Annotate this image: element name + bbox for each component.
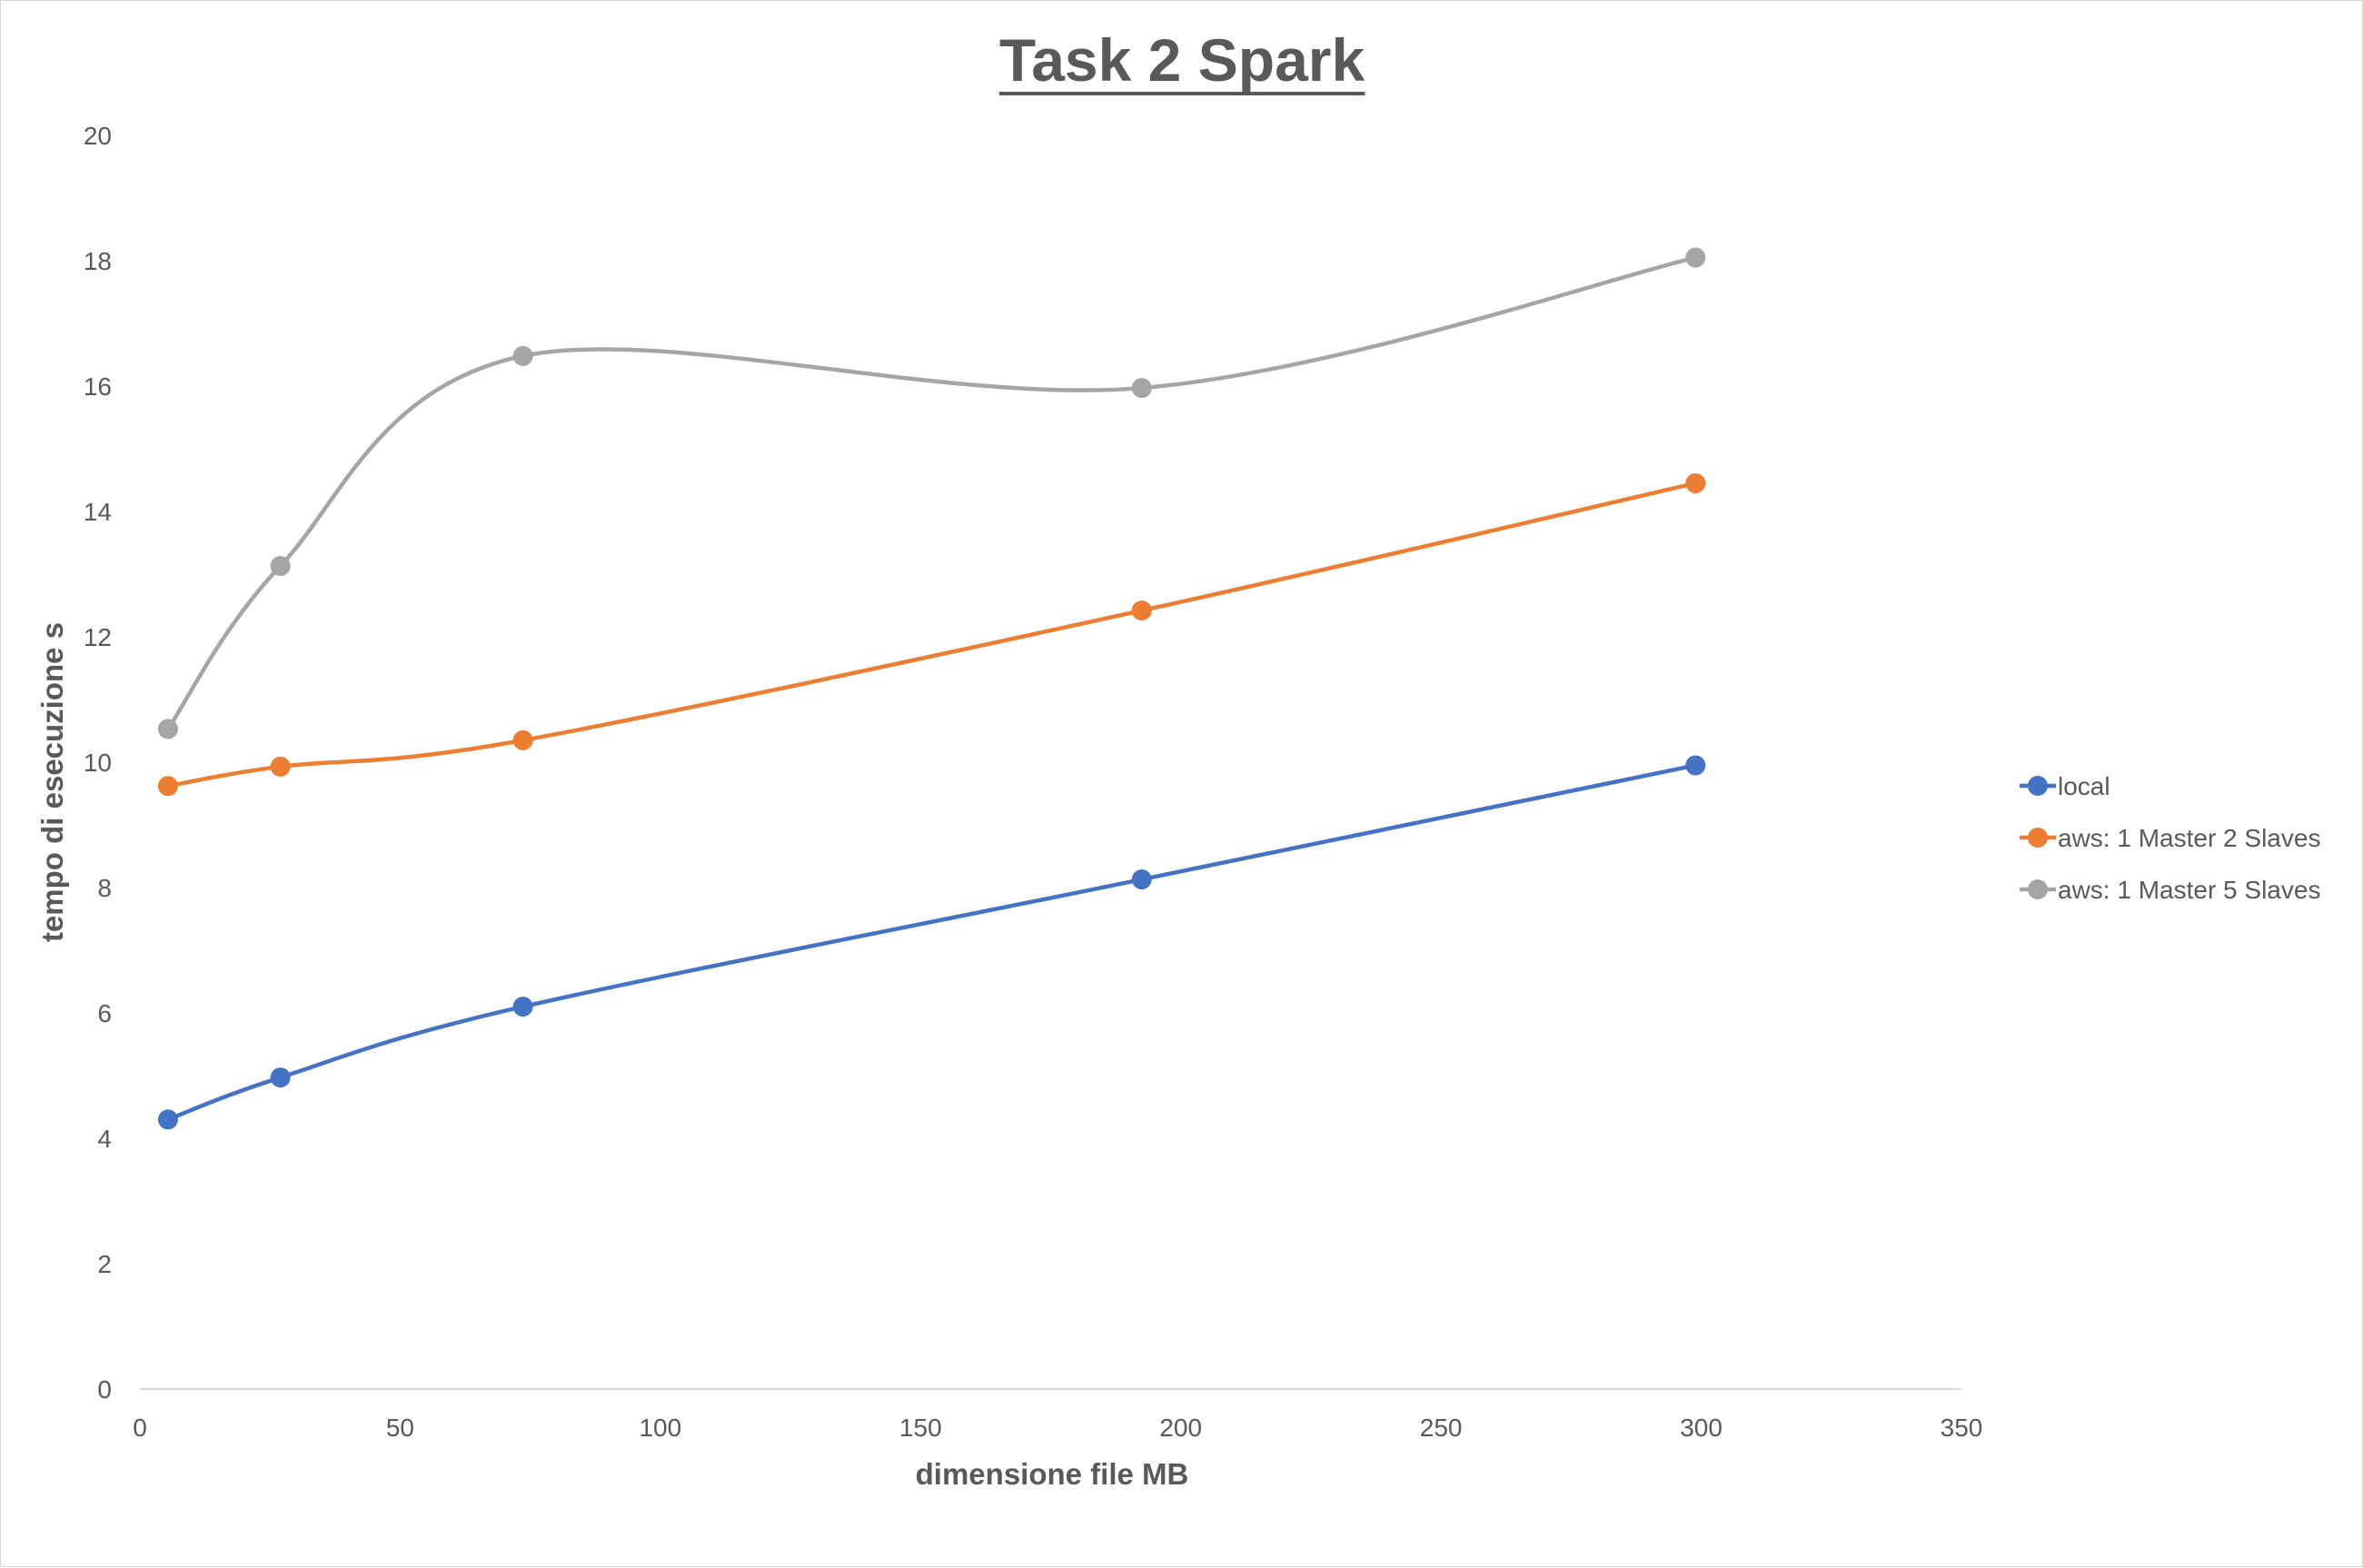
y-tick-label: 2 bbox=[97, 1250, 112, 1278]
legend-item: aws: 1 Master 2 Slaves bbox=[2020, 824, 2320, 852]
legend-marker bbox=[2028, 828, 2048, 848]
legend-item: local bbox=[2020, 772, 2110, 800]
y-tick-label: 18 bbox=[84, 247, 112, 275]
y-tick-label: 12 bbox=[84, 623, 112, 651]
legend: local aws: 1 Master 2 Slaves aws: 1 Master… bbox=[2020, 772, 2320, 904]
x-tick-label: 300 bbox=[1680, 1414, 1723, 1442]
y-tick-label: 20 bbox=[84, 122, 112, 150]
x-tick-label: 50 bbox=[386, 1414, 414, 1442]
data-point bbox=[270, 756, 291, 777]
y-tick-label: 6 bbox=[97, 999, 112, 1027]
legend-item: aws: 1 Master 5 Slaves bbox=[2020, 876, 2320, 904]
data-point bbox=[1685, 755, 1706, 776]
x-tick-label: 0 bbox=[133, 1414, 147, 1442]
x-tick-label: 350 bbox=[1941, 1414, 1983, 1442]
y-tick-label: 8 bbox=[97, 874, 112, 902]
data-point bbox=[1685, 472, 1706, 493]
series-1 bbox=[157, 472, 1706, 797]
data-point bbox=[157, 1109, 178, 1130]
y-tick-label: 16 bbox=[84, 372, 112, 401]
data-point bbox=[1131, 869, 1152, 890]
y-tick-label: 10 bbox=[84, 749, 112, 777]
y-tick-label: 14 bbox=[84, 498, 112, 526]
chart-title: Task 2 Spark bbox=[999, 26, 1365, 94]
x-tick-label: 100 bbox=[639, 1414, 681, 1442]
series-2 bbox=[157, 247, 1706, 739]
series-line bbox=[167, 763, 1696, 1122]
series-line bbox=[167, 481, 1696, 789]
legend-label: aws: 1 Master 2 Slaves bbox=[2058, 824, 2320, 852]
data-point bbox=[157, 719, 178, 739]
data-point bbox=[512, 729, 533, 750]
y-tick-label: 0 bbox=[97, 1375, 112, 1404]
y-axis-ticks: 0 2 4 6 8 10 12 14 16 18 20 bbox=[84, 122, 112, 1404]
legend-marker bbox=[2028, 879, 2048, 899]
data-point bbox=[1131, 378, 1152, 399]
legend-marker bbox=[2028, 776, 2048, 796]
series-line bbox=[166, 255, 1696, 730]
y-axis-title: tempo di esecuzione s bbox=[35, 622, 69, 942]
series-layer bbox=[157, 247, 1706, 1130]
data-point bbox=[270, 556, 291, 577]
data-point bbox=[157, 776, 178, 797]
x-axis-title: dimensione file MB bbox=[916, 1457, 1189, 1491]
data-point bbox=[270, 1067, 291, 1088]
x-tick-label: 250 bbox=[1420, 1414, 1463, 1442]
y-tick-label: 4 bbox=[97, 1125, 112, 1153]
series-0 bbox=[157, 755, 1706, 1130]
data-point bbox=[512, 345, 533, 366]
data-point bbox=[512, 997, 533, 1017]
x-tick-label: 150 bbox=[899, 1414, 942, 1442]
data-point bbox=[1685, 247, 1706, 268]
data-point bbox=[1131, 600, 1152, 621]
legend-label: aws: 1 Master 5 Slaves bbox=[2058, 876, 2320, 904]
legend-label: local bbox=[2058, 772, 2110, 800]
x-axis-ticks: 0 50 100 150 200 250 300 350 bbox=[133, 1414, 1982, 1442]
x-tick-label: 200 bbox=[1159, 1414, 1202, 1442]
